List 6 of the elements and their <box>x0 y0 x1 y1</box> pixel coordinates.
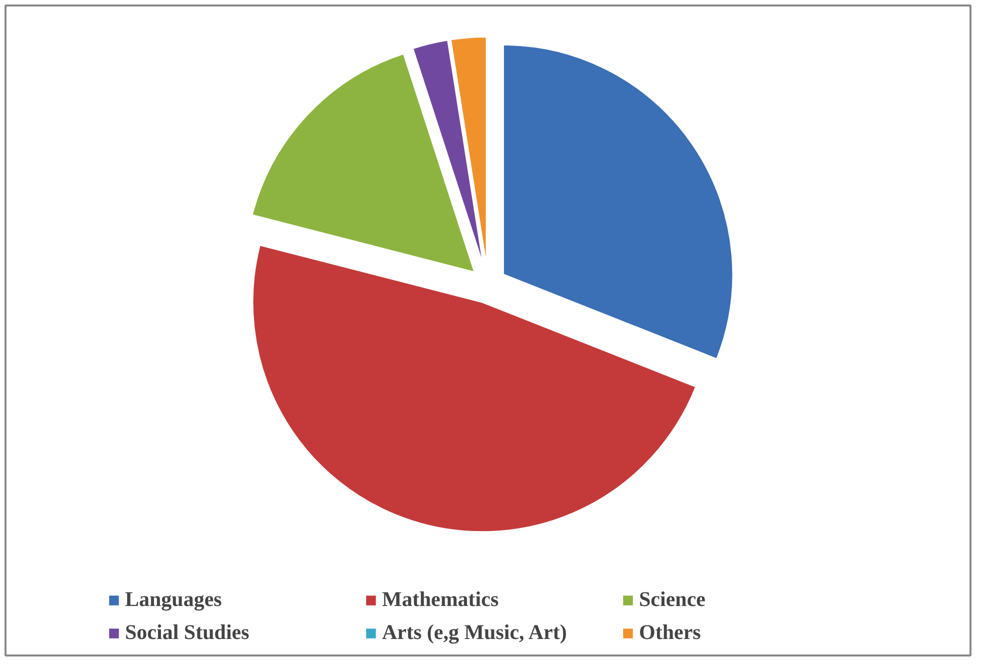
legend-label: Mathematics <box>382 587 500 612</box>
legend-label: Social Studies <box>125 620 250 645</box>
legend-label: Science <box>639 587 706 612</box>
legend-label: Languages <box>125 587 223 612</box>
legend-label: Others <box>639 620 702 645</box>
legend-label: Arts (e,g Music, Art) <box>382 620 568 645</box>
